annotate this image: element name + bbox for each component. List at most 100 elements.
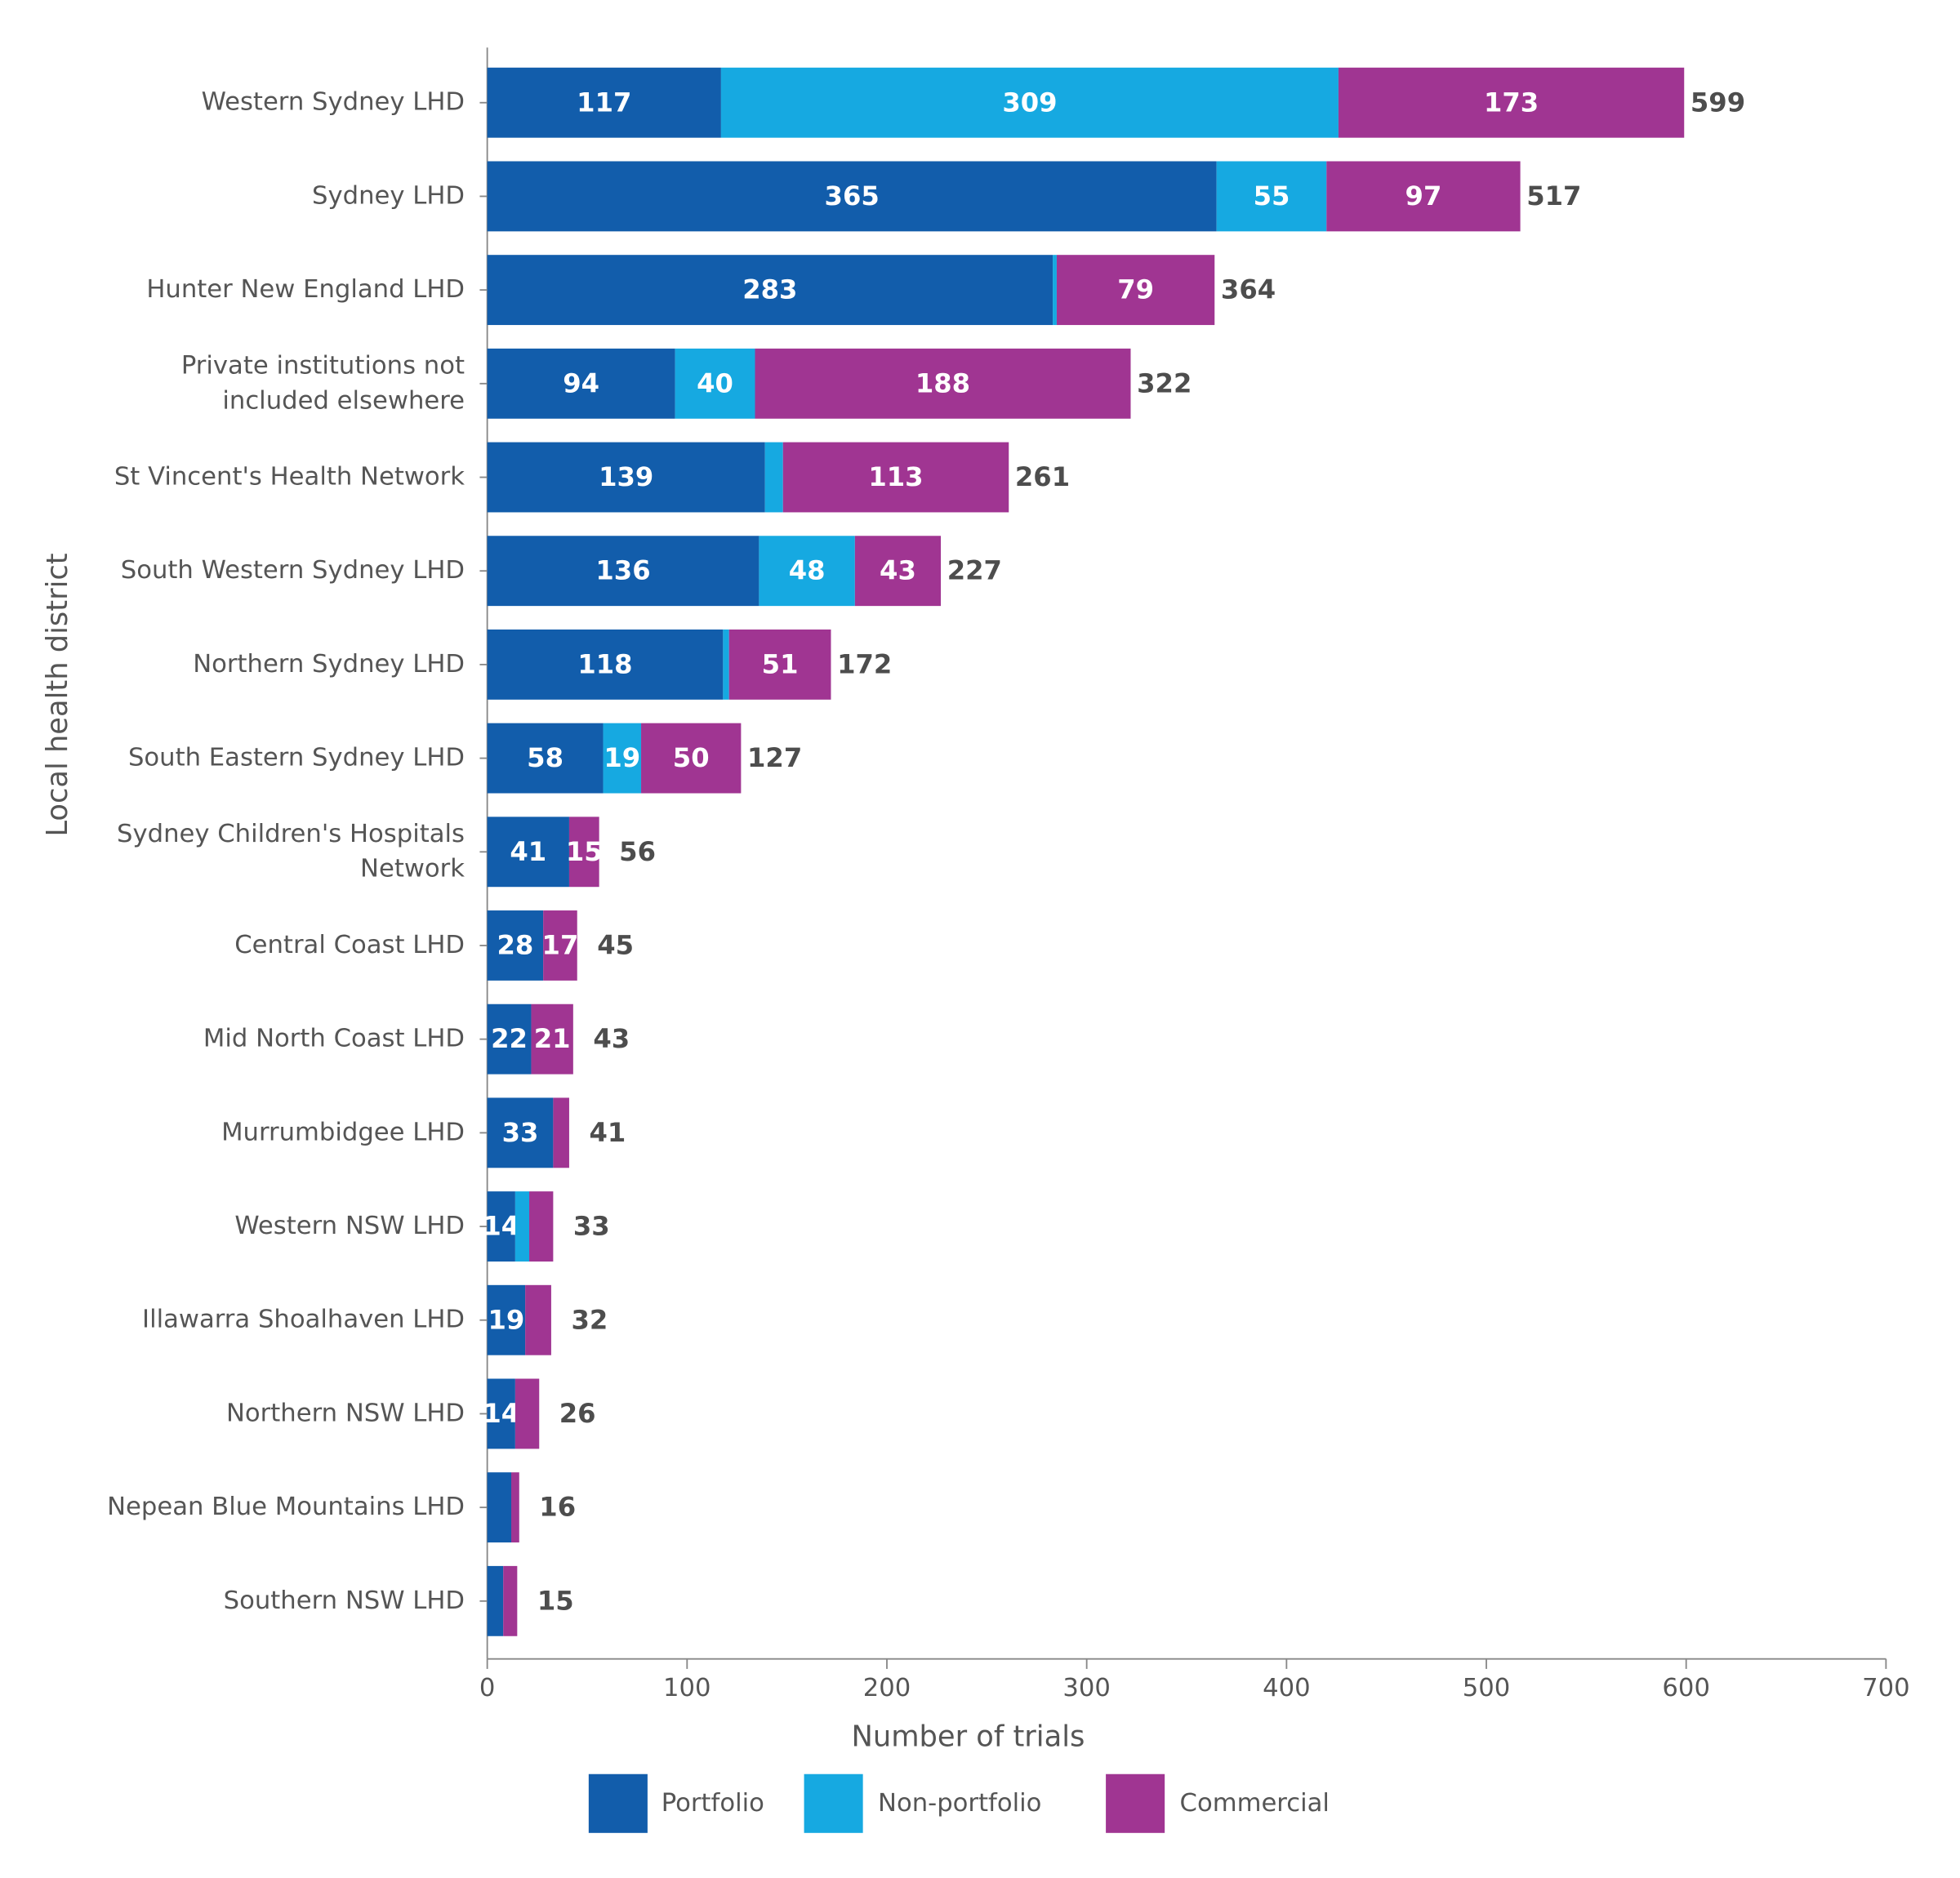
bar-segment (1053, 255, 1057, 326)
bar-segment (759, 536, 855, 607)
total-label: 364 (1221, 274, 1276, 305)
x-tick-label: 0 (479, 1674, 496, 1702)
bar-segment (514, 1191, 530, 1262)
bar-segment (675, 348, 755, 419)
legend-label: Portfolio (662, 1789, 764, 1818)
bar-segment (568, 817, 599, 888)
segment-label: 41 (510, 836, 546, 867)
y-tick-label: Northern NSW LHD (226, 1399, 465, 1427)
segment-label: 33 (502, 1117, 539, 1148)
bar-segment (487, 1472, 511, 1543)
segment-label: 22 (491, 1023, 528, 1054)
segment-label: 50 (673, 742, 710, 773)
bar-segment (487, 817, 569, 888)
segment-label: 113 (868, 461, 923, 492)
bar-segment (503, 1565, 518, 1636)
bar-segment (525, 1284, 551, 1355)
legend-label: Commercial (1180, 1789, 1330, 1818)
bar-segment (1216, 161, 1327, 232)
segment-label: 14 (483, 1211, 519, 1242)
total-label: 15 (537, 1585, 574, 1616)
bar-segment (487, 1565, 504, 1636)
bar-segment (487, 1378, 515, 1449)
x-tick-label: 600 (1662, 1674, 1710, 1702)
bar-segment (487, 1097, 554, 1168)
y-tick-label: St Vincent's Health Network (114, 462, 465, 491)
segment-label: 97 (1405, 180, 1442, 211)
bar-segment (487, 161, 1217, 232)
segment-label: 40 (697, 367, 733, 398)
segment-label: 51 (762, 648, 799, 679)
bar-segment (487, 723, 604, 794)
x-tick-label: 500 (1463, 1674, 1511, 1702)
y-tick-label: Southern NSW LHD (224, 1586, 465, 1614)
total-label: 26 (559, 1398, 596, 1429)
bar-segment (1056, 255, 1215, 326)
bar-segment (1326, 161, 1521, 232)
total-label: 127 (747, 742, 802, 773)
bar-segment (543, 910, 577, 981)
bar-segment (510, 1472, 519, 1543)
y-tick-label: South Western Sydney LHD (121, 556, 465, 585)
segment-label: 58 (527, 742, 564, 773)
y-tick-label: Western Sydney LHD (202, 87, 465, 116)
bar-segment (531, 1004, 573, 1075)
bar-segment (1338, 67, 1685, 138)
bar-segment (487, 629, 724, 700)
y-tick-label: Private institutions not included elsewhe… (181, 351, 465, 415)
x-tick-label: 100 (663, 1674, 711, 1702)
bar-segment (641, 723, 742, 794)
y-tick-label: South Eastern Sydney LHD (128, 743, 465, 772)
y-tick-label: Illawarra Shoalhaven LHD (142, 1305, 465, 1333)
x-tick-label: 200 (863, 1674, 911, 1702)
segment-label: 21 (534, 1023, 571, 1054)
segment-label: 17 (542, 930, 579, 961)
x-tick-label: 300 (1062, 1674, 1111, 1702)
total-label: 33 (573, 1211, 610, 1242)
segment-label: 283 (742, 274, 797, 305)
y-tick-label: Western NSW LHD (234, 1212, 465, 1240)
total-label: 41 (589, 1117, 626, 1148)
segment-label: 136 (595, 555, 650, 586)
segment-label: 309 (1002, 87, 1057, 118)
bar-segment (487, 442, 765, 513)
bar-segment (764, 442, 783, 513)
segment-label: 79 (1117, 274, 1154, 305)
total-label: 56 (619, 836, 656, 867)
segment-label: 117 (577, 87, 631, 118)
y-tick-label: Hunter New England LHD (146, 275, 465, 304)
total-label: 227 (947, 555, 1002, 586)
segment-label: 28 (497, 930, 533, 961)
total-label: 172 (837, 648, 892, 679)
y-tick-label: Nepean Blue Mountains LHD (107, 1493, 465, 1521)
segment-label: 365 (825, 180, 880, 211)
bar-segment (553, 1097, 569, 1168)
total-label: 16 (539, 1492, 576, 1523)
y-axis-title: Local health district (41, 553, 74, 836)
total-label: 43 (593, 1023, 630, 1054)
y-tick-label: Murrumbidgee LHD (221, 1118, 465, 1146)
segment-label: 19 (488, 1304, 524, 1335)
segment-label: 139 (599, 461, 653, 492)
total-label: 32 (571, 1304, 608, 1335)
x-tick-label: 400 (1263, 1674, 1311, 1702)
y-tick-label: Mid North Coast LHD (203, 1024, 465, 1052)
bar-segment (514, 1378, 540, 1449)
bar-segment (487, 1191, 515, 1262)
legend-swatch (588, 1773, 648, 1833)
segment-label: 118 (577, 648, 632, 679)
total-label: 45 (597, 930, 634, 961)
bar-segment (487, 67, 721, 138)
segment-label: 173 (1484, 87, 1539, 118)
y-tick-label: Sydney Children's Hospitals Network (117, 819, 465, 883)
legend-swatch (804, 1773, 863, 1833)
legend-label: Non-portfolio (878, 1789, 1041, 1818)
segment-label: 43 (880, 555, 916, 586)
bar-segment (487, 536, 760, 607)
segment-label: 19 (604, 742, 640, 773)
x-axis-title: Number of trials (852, 1720, 1085, 1753)
segment-label: 188 (915, 367, 970, 398)
segment-label: 14 (483, 1398, 519, 1429)
